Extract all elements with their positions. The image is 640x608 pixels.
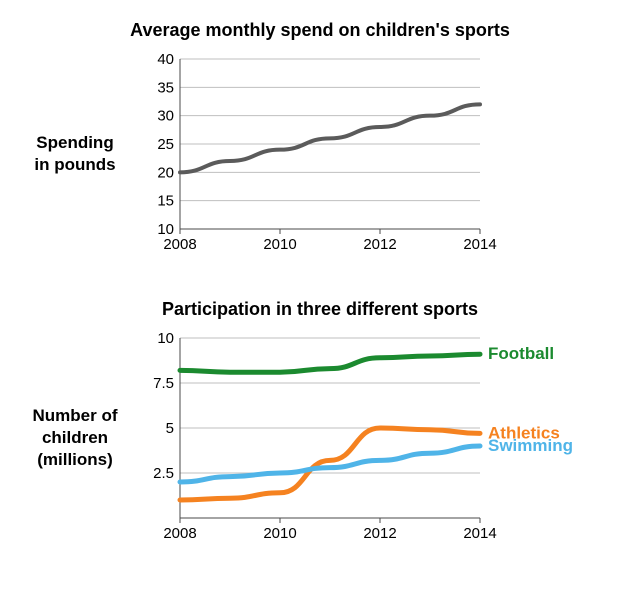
y-tick-label: 2.5: [153, 465, 174, 482]
x-tick-label: 2014: [463, 236, 496, 253]
y-tick-label: 25: [157, 136, 174, 153]
x-tick-label: 2010: [263, 236, 296, 253]
participation-plot: 2.557.5102008201020122014FootballAthleti…: [140, 328, 580, 548]
y-tick-label: 20: [157, 164, 174, 181]
series-line-spending: [180, 104, 480, 172]
participation-y-axis-label: Number ofchildren(millions): [10, 405, 140, 471]
spending-chart: Average monthly spend on children's spor…: [10, 20, 630, 259]
x-tick-label: 2014: [463, 525, 496, 542]
spending-y-axis-label: Spendingin pounds: [10, 132, 140, 176]
series-line-swimming: [180, 446, 480, 482]
series-label-swimming: Swimming: [488, 436, 573, 455]
participation-chart-title: Participation in three different sports: [10, 299, 630, 320]
y-tick-label: 10: [157, 330, 174, 347]
x-tick-label: 2012: [363, 525, 396, 542]
y-tick-label: 15: [157, 193, 174, 210]
series-label-football: Football: [488, 344, 554, 363]
x-tick-label: 2012: [363, 236, 396, 253]
x-tick-label: 2008: [163, 525, 196, 542]
y-tick-label: 7.5: [153, 375, 174, 392]
series-line-football: [180, 354, 480, 372]
y-tick-label: 30: [157, 108, 174, 125]
spending-chart-title: Average monthly spend on children's spor…: [10, 20, 630, 41]
series-line-athletics: [180, 428, 480, 500]
y-tick-label: 35: [157, 79, 174, 96]
y-tick-label: 5: [166, 420, 174, 437]
y-tick-label: 40: [157, 51, 174, 68]
x-tick-label: 2008: [163, 236, 196, 253]
spending-plot: 101520253035402008201020122014: [140, 49, 500, 259]
x-tick-label: 2010: [263, 525, 296, 542]
participation-chart: Participation in three different sports …: [10, 299, 630, 548]
